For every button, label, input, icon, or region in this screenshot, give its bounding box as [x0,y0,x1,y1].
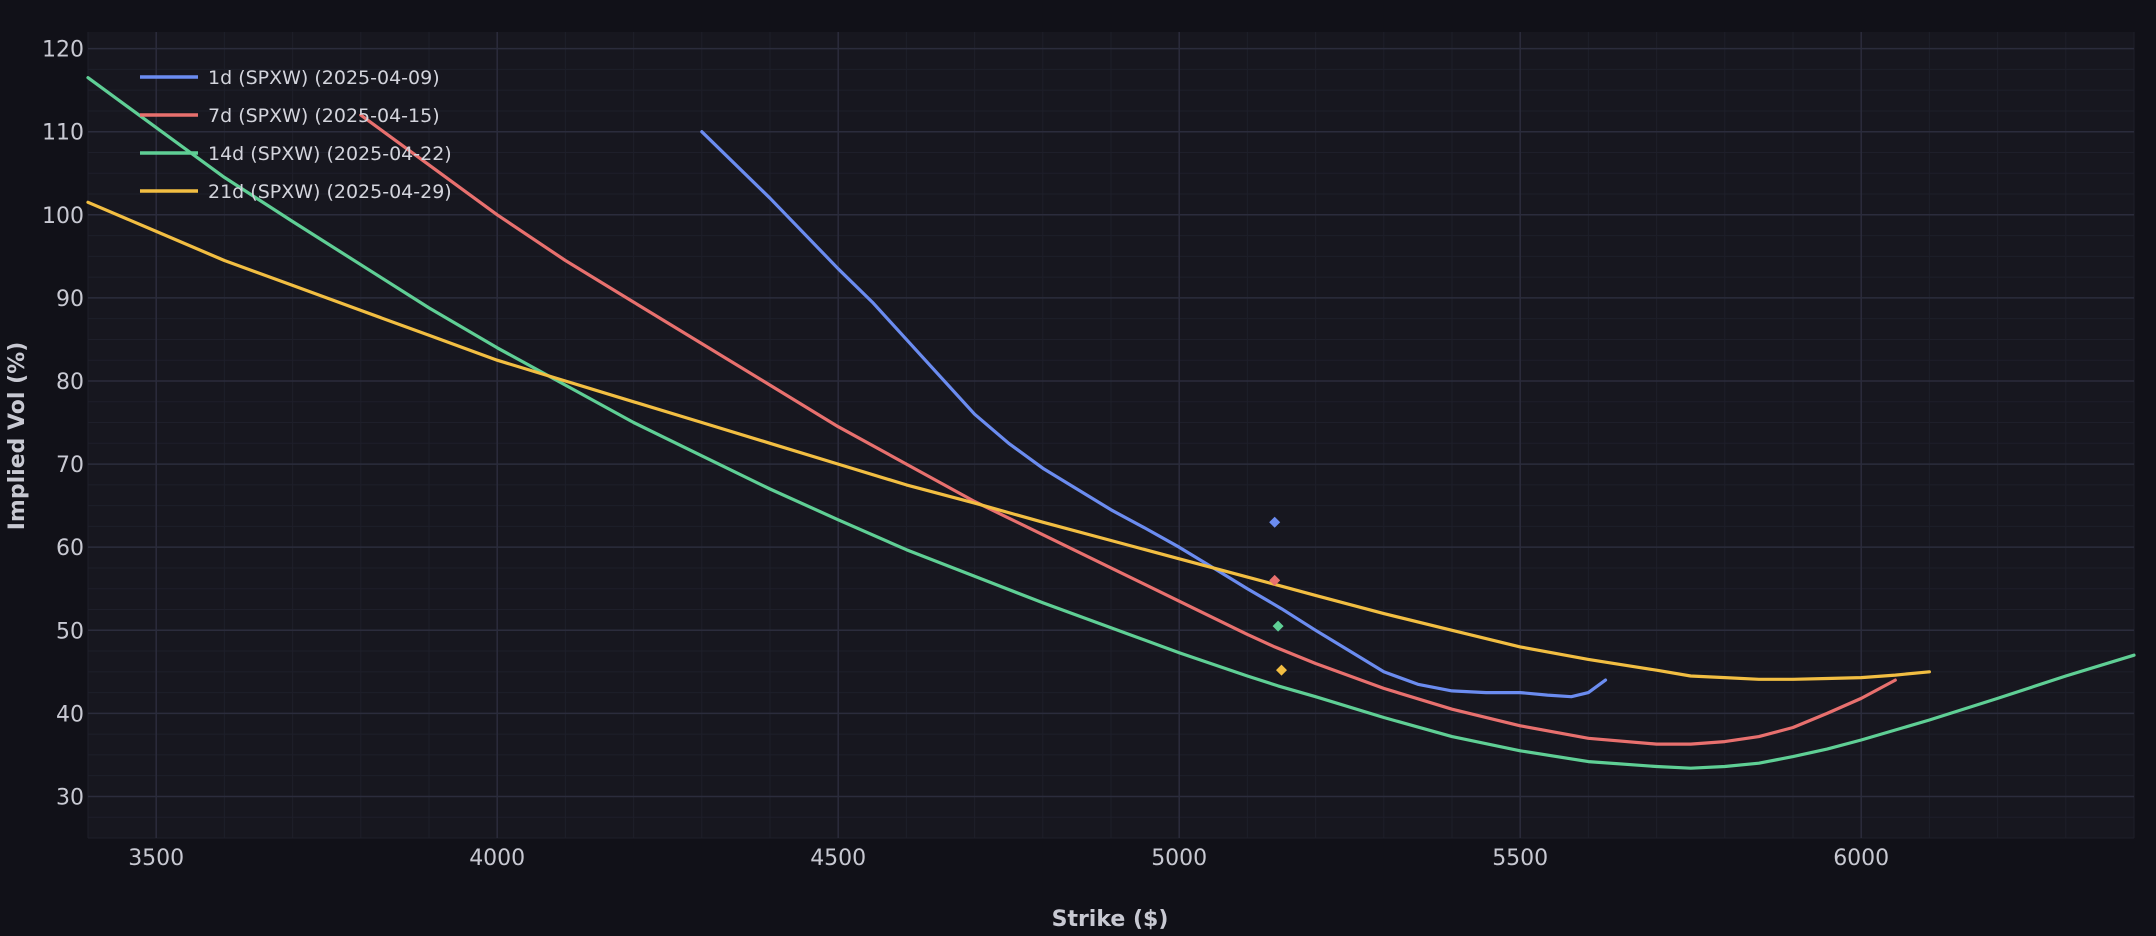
x-tick-label: 5500 [1492,846,1548,871]
legend-label-3: 14d (SPXW) (2025-04-22) [208,143,452,165]
x-tick-label: 4500 [810,846,866,871]
legend-label-2: 7d (SPXW) (2025-04-15) [208,105,440,127]
legend: 1d (SPXW) (2025-04-09) 7d (SPXW) (2025-04… [140,67,452,203]
atm-marker-2 [1269,574,1281,586]
y-axis-title: Implied Vol (%) [5,342,30,531]
x-tick-label: 5000 [1151,846,1207,871]
atm-marker-4 [1276,664,1287,676]
atm-marker-3 [1272,620,1284,632]
series-lines [86,76,2136,770]
major-grid [88,32,2134,838]
y-tick-label: 50 [56,619,84,644]
x-tick-label: 4000 [469,846,525,871]
y-tick-label: 110 [42,121,84,146]
y-tick-label: 90 [56,287,84,312]
y-tick-label: 120 [42,38,84,63]
legend-label-4: 21d (SPXW) (2025-04-29) [208,181,452,203]
atm-marker-1 [1269,516,1281,528]
legend-label-1: 1d (SPXW) (2025-04-09) [208,67,440,89]
y-tick-label: 100 [42,204,84,229]
y-axis-ticks: 30 40 50 60 70 80 90 100 110 120 [42,38,84,811]
y-tick-label: 40 [56,702,84,727]
y-tick-label: 70 [56,453,84,478]
series-markers [1269,516,1287,676]
y-tick-label: 30 [56,785,84,810]
x-axis-ticks: 3500 4000 4500 5000 5500 6000 [128,846,1889,871]
series-line-2 [359,113,1897,746]
x-tick-label: 3500 [128,846,184,871]
x-tick-label: 6000 [1833,846,1889,871]
x-axis-title: Strike ($) [1052,907,1169,932]
y-tick-label: 60 [56,536,84,561]
series-line-4 [86,200,1931,681]
y-tick-label: 80 [56,370,84,395]
series-line-3 [86,76,2136,770]
